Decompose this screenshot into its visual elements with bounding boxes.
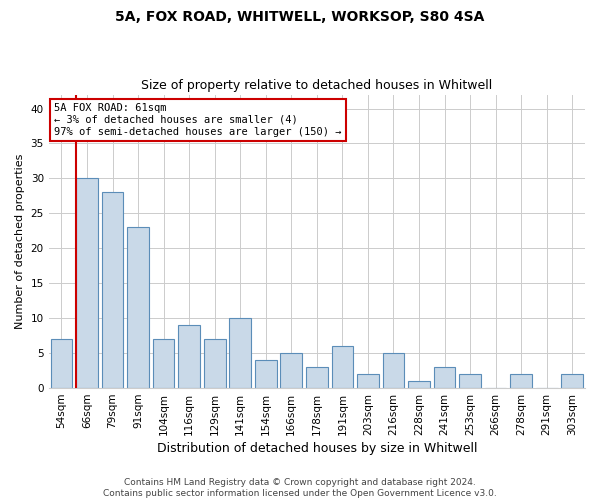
Bar [562,374,583,388]
Bar [76,178,98,388]
Bar [459,374,481,388]
Bar [50,339,72,388]
Bar [178,325,200,388]
Bar [383,353,404,388]
Bar [280,353,302,388]
Bar [510,374,532,388]
Y-axis label: Number of detached properties: Number of detached properties [15,154,25,329]
Text: Contains HM Land Registry data © Crown copyright and database right 2024.
Contai: Contains HM Land Registry data © Crown c… [103,478,497,498]
Bar [357,374,379,388]
Bar [306,367,328,388]
Bar [127,228,149,388]
Bar [229,318,251,388]
Text: 5A FOX ROAD: 61sqm
← 3% of detached houses are smaller (4)
97% of semi-detached : 5A FOX ROAD: 61sqm ← 3% of detached hous… [54,104,341,136]
Bar [434,367,455,388]
Bar [204,339,226,388]
Text: 5A, FOX ROAD, WHITWELL, WORKSOP, S80 4SA: 5A, FOX ROAD, WHITWELL, WORKSOP, S80 4SA [115,10,485,24]
Title: Size of property relative to detached houses in Whitwell: Size of property relative to detached ho… [141,79,493,92]
Bar [101,192,124,388]
Bar [408,381,430,388]
Bar [153,339,175,388]
Bar [255,360,277,388]
Bar [332,346,353,388]
X-axis label: Distribution of detached houses by size in Whitwell: Distribution of detached houses by size … [157,442,477,455]
